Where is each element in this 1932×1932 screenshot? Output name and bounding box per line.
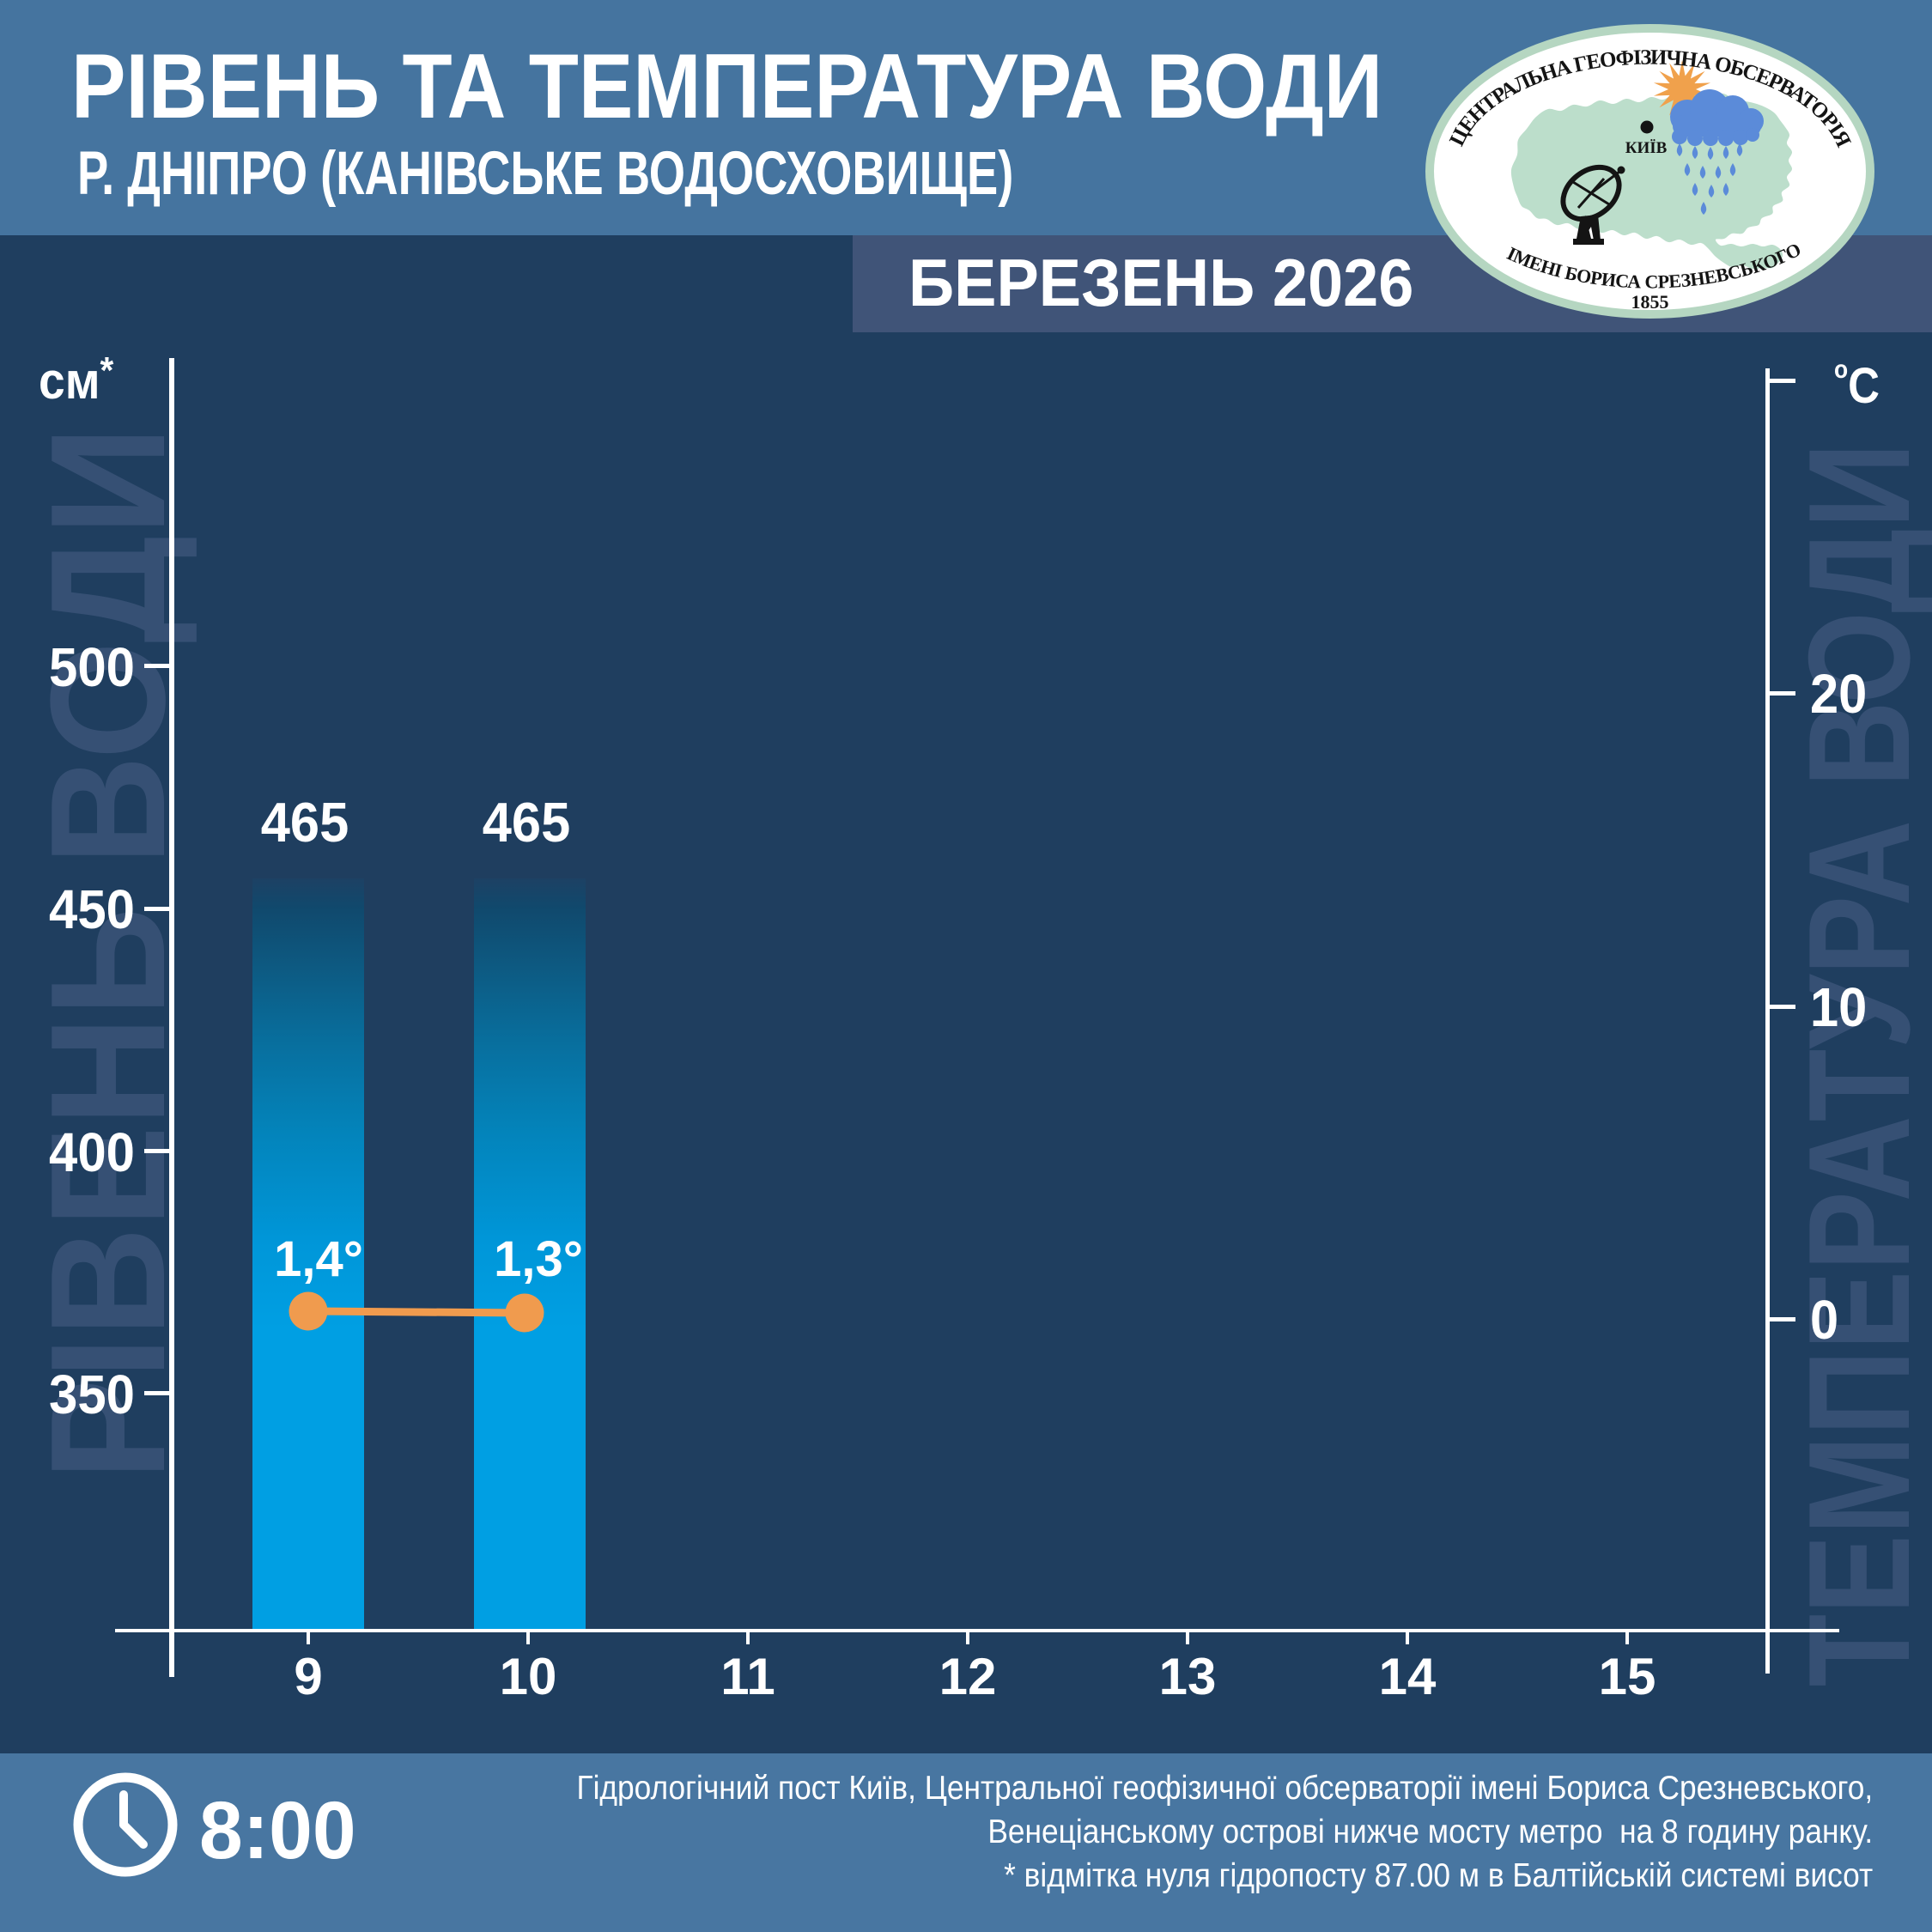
- svg-text:1855: 1855: [1631, 291, 1669, 313]
- svg-text:КИЇВ: КИЇВ: [1625, 139, 1668, 157]
